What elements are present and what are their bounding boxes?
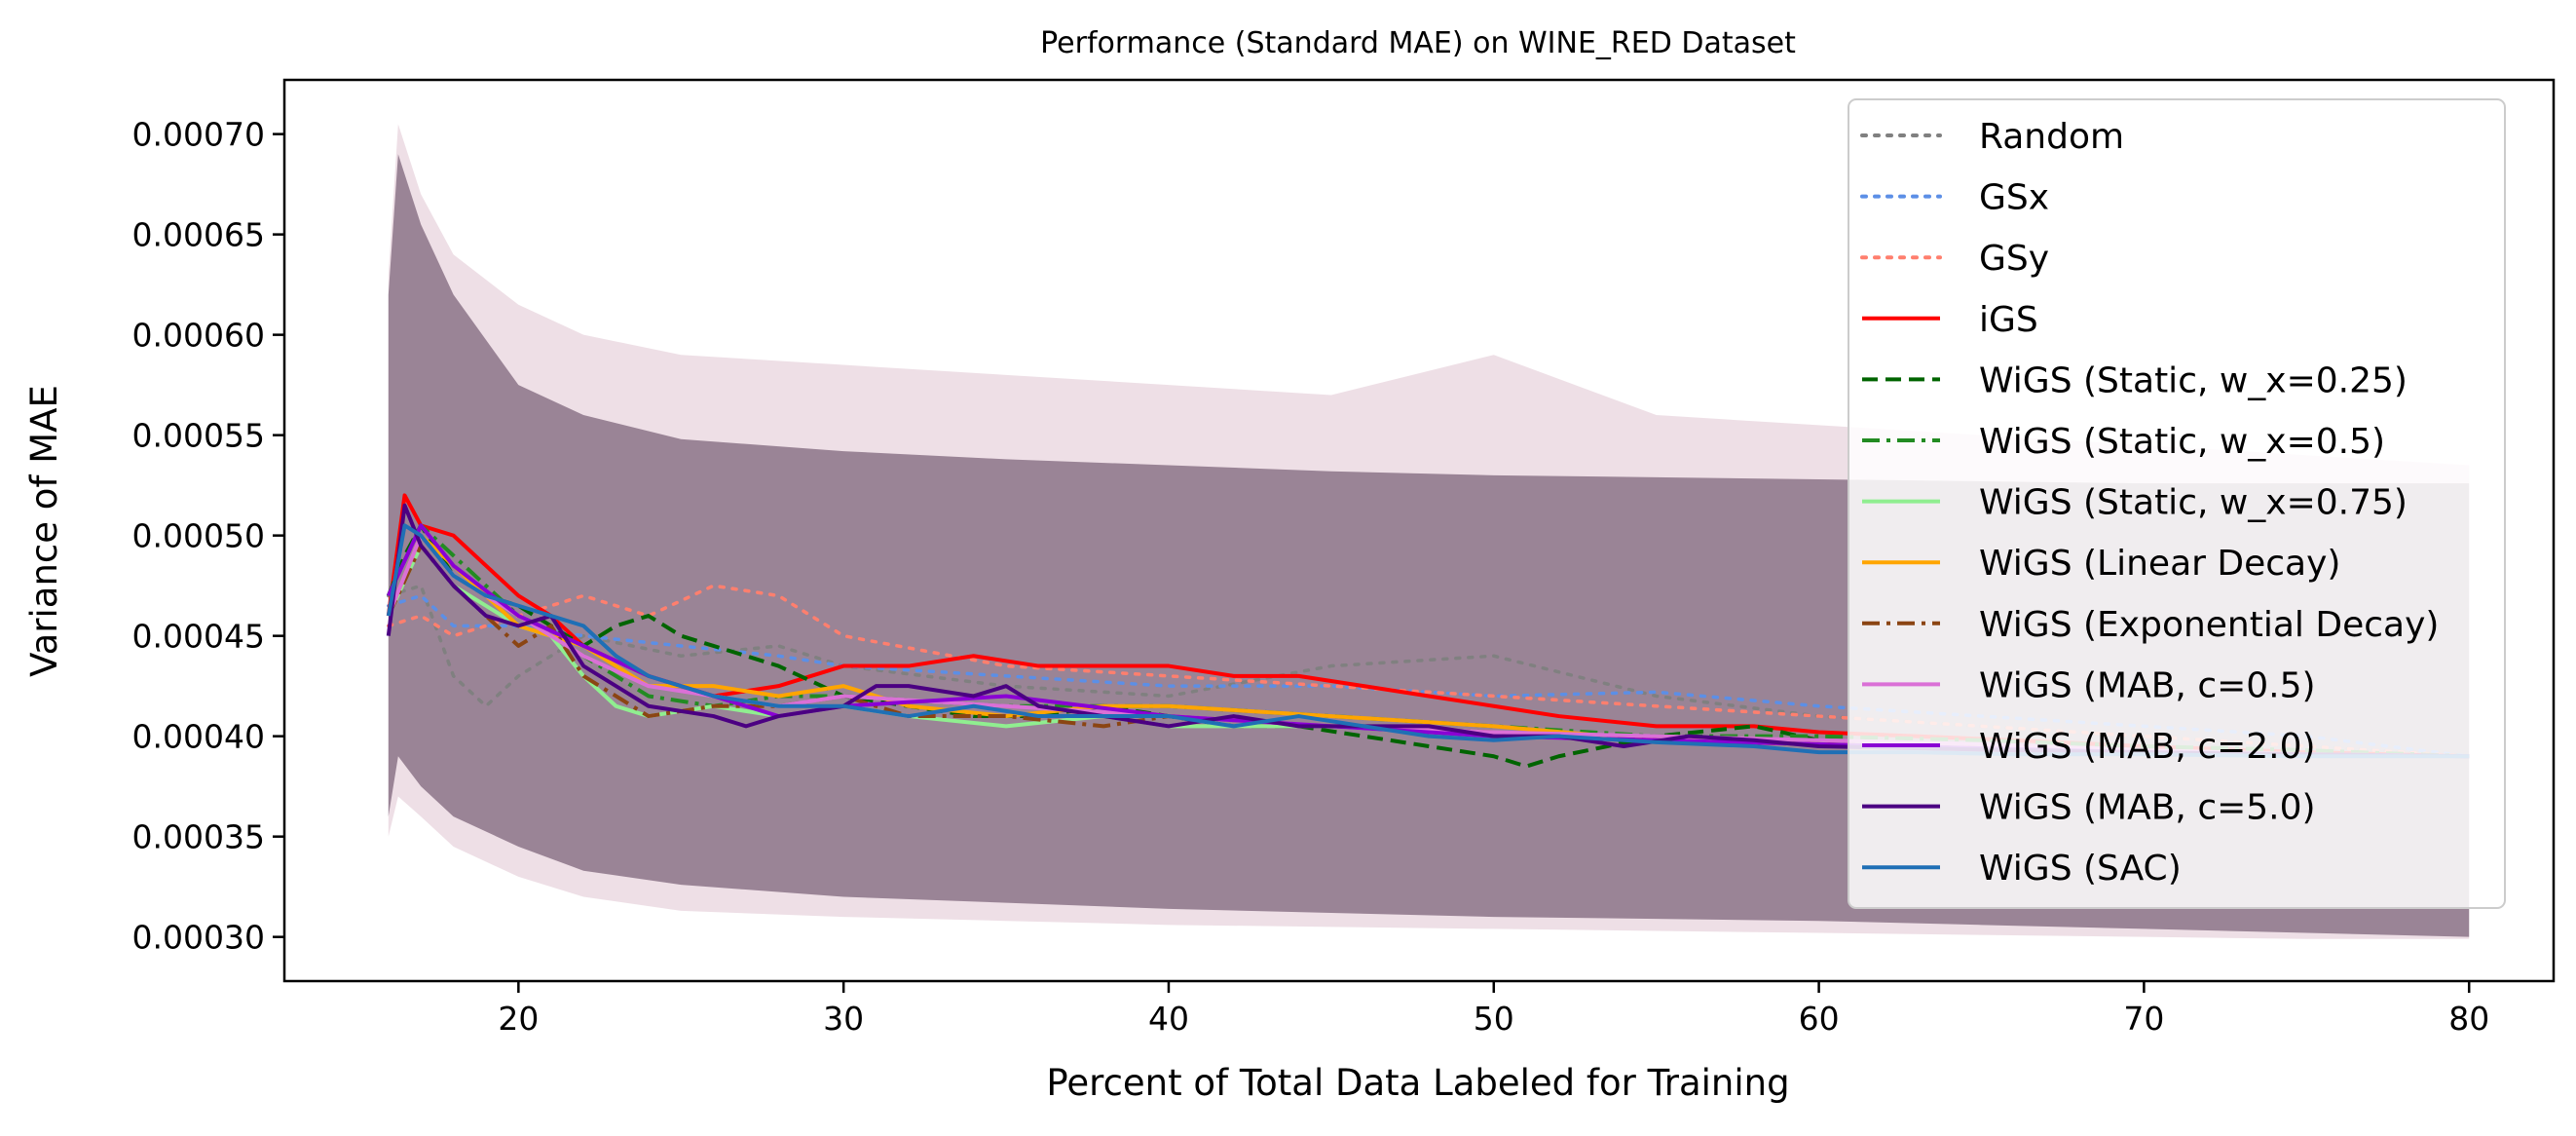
legend-label: WiGS (MAB, c=5.0) <box>1979 788 2316 828</box>
x-tick-label: 20 <box>498 1000 539 1038</box>
legend-label: WiGS (Static, w_x=0.25) <box>1979 360 2408 400</box>
legend-label: WiGS (Exponential Decay) <box>1979 605 2439 645</box>
legend-entry-wigs-mab-c-0-5: WiGS (MAB, c=0.5) <box>1862 665 2316 705</box>
legend-label: WiGS (MAB, c=2.0) <box>1979 727 2316 767</box>
legend-entry-wigs-mab-c-5-0: WiGS (MAB, c=5.0) <box>1862 788 2316 828</box>
chart-title: Performance (Standard MAE) on WINE_RED D… <box>1040 26 1796 60</box>
legend-label: iGS <box>1979 300 2038 340</box>
legend-entry-wigs-static-w-x-0-75: WiGS (Static, w_x=0.75) <box>1862 483 2408 523</box>
legend-entry-wigs-static-w-x-0-5: WiGS (Static, w_x=0.5) <box>1862 422 2385 462</box>
y-tick-label: 0.00050 <box>132 517 265 555</box>
legend-label: WiGS (MAB, c=0.5) <box>1979 665 2316 705</box>
legend-entry-wigs-sac: WiGS (SAC) <box>1862 849 2182 889</box>
series-line-igs <box>386 493 2470 759</box>
y-tick-label: 0.00045 <box>132 618 265 656</box>
legend-frame <box>1848 98 2506 909</box>
legend-entry-gsx: GSx <box>1860 178 2049 218</box>
x-axis: 20 30 40 50 60 70 80 <box>498 981 2489 1038</box>
x-tick-label: 40 <box>1148 1000 1189 1038</box>
legend-label: WiGS (Static, w_x=0.5) <box>1979 422 2385 462</box>
legend-entry-igs: iGS <box>1862 300 2038 340</box>
legend: Random GSx GSy iGS WiGS (Static, w_x=0.25) Wi… <box>1848 98 2506 909</box>
legend-entry-random: Random <box>1860 117 2124 157</box>
legend-entry-gsy: GSy <box>1860 239 2049 279</box>
legend-entry-wigs-mab-c-2-0: WiGS (MAB, c=2.0) <box>1862 727 2316 767</box>
y-axis: 0.00030 0.00035 0.00040 0.00045 0.00050 0.000… <box>132 116 284 957</box>
y-tick-label: 0.00060 <box>132 317 265 355</box>
x-axis-label: Percent of Total Data Labeled for Traini… <box>1046 1062 1789 1104</box>
legend-entry-wigs-exponential-decay: WiGS (Exponential Decay) <box>1862 605 2439 645</box>
y-tick-label: 0.00055 <box>132 417 265 455</box>
y-tick-label: 0.00030 <box>132 919 265 957</box>
x-tick-label: 60 <box>1799 1000 1840 1038</box>
y-tick-label: 0.00035 <box>132 818 265 856</box>
plot-frame <box>282 78 2556 983</box>
y-tick-label: 0.00070 <box>132 116 265 154</box>
legend-entry-wigs-linear-decay: WiGS (Linear Decay) <box>1862 544 2340 584</box>
legend-label: WiGS (SAC) <box>1979 849 2182 889</box>
y-tick-label: 0.00065 <box>132 216 265 254</box>
x-tick-label: 70 <box>2123 1000 2164 1038</box>
legend-label: GSy <box>1979 239 2049 279</box>
series-line-wigs-mab-c-5-0 <box>386 503 2470 759</box>
legend-label: WiGS (Linear Decay) <box>1979 544 2340 584</box>
legend-entry-wigs-static-w-x-0-25: WiGS (Static, w_x=0.25) <box>1862 360 2408 400</box>
y-tick-label: 0.00040 <box>132 718 265 756</box>
legend-label: WiGS (Static, w_x=0.75) <box>1979 483 2408 523</box>
legend-label: GSx <box>1979 178 2049 218</box>
x-tick-label: 30 <box>823 1000 864 1038</box>
y-axis-label: Variance of MAE <box>23 385 65 677</box>
x-tick-label: 50 <box>1474 1000 1514 1038</box>
legend-items: Random GSx GSy iGS WiGS (Static, w_x=0.25) Wi… <box>1860 117 2439 889</box>
series-line-wigs-sac <box>386 523 2470 759</box>
x-tick-label: 80 <box>2448 1000 2489 1038</box>
legend-label: Random <box>1979 117 2124 157</box>
